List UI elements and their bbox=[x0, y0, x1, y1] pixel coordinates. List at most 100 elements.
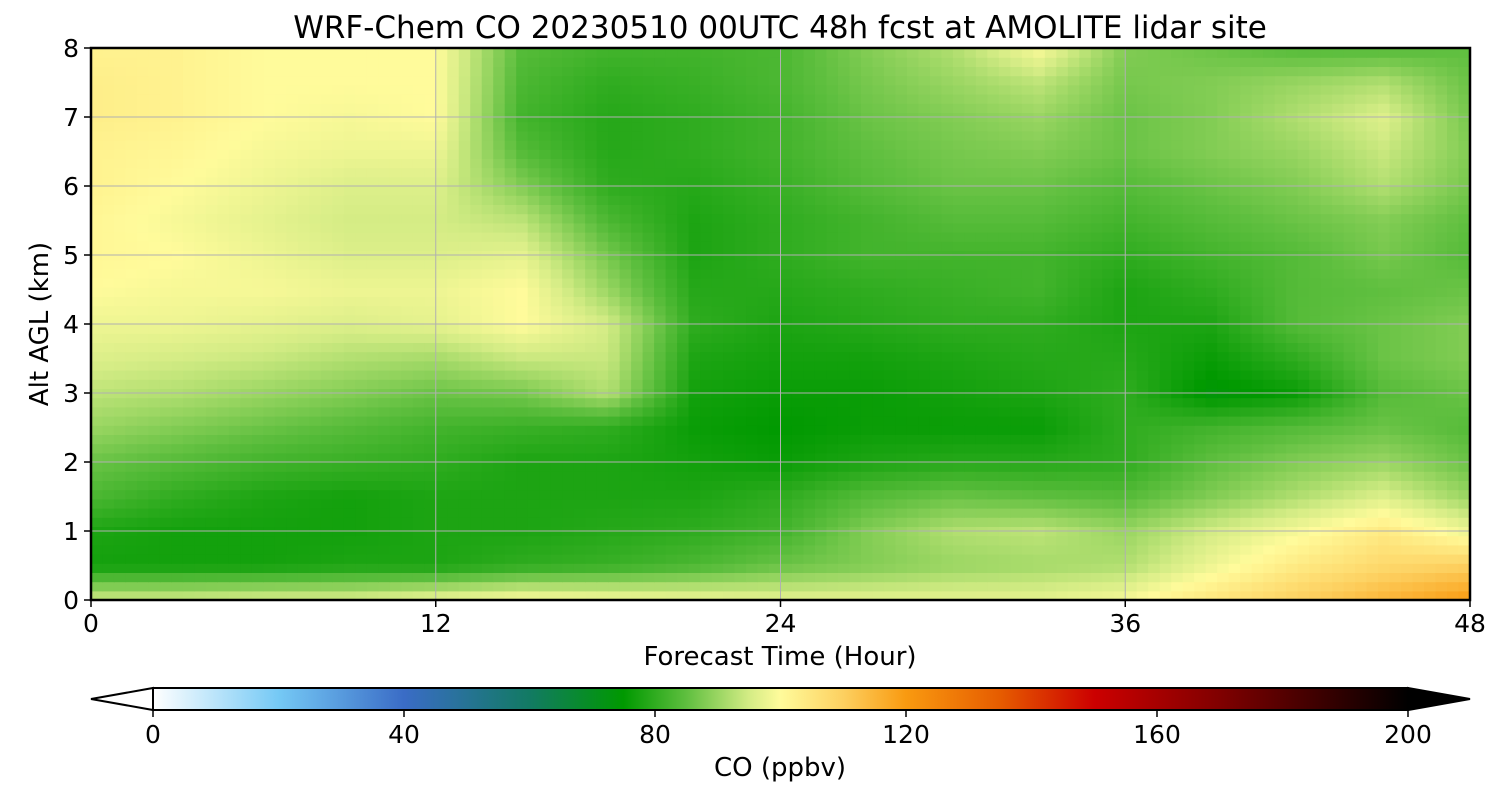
heatmap-cell bbox=[1182, 333, 1195, 343]
heatmap-cell bbox=[1090, 314, 1103, 325]
heatmap-cell bbox=[470, 360, 483, 371]
heatmap-cell bbox=[412, 498, 425, 509]
heatmap-cell bbox=[91, 268, 104, 279]
heatmap-cell bbox=[1320, 287, 1333, 297]
heatmap-cell bbox=[1171, 296, 1184, 307]
heatmap-cell bbox=[929, 489, 942, 500]
heatmap-cell bbox=[1366, 351, 1379, 362]
heatmap-cell bbox=[343, 563, 356, 573]
heatmap-cell bbox=[1263, 370, 1276, 380]
heatmap-cell bbox=[1343, 397, 1356, 408]
heatmap-cell bbox=[1228, 333, 1241, 343]
heatmap-cell bbox=[803, 397, 816, 408]
heatmap-cell bbox=[481, 489, 494, 500]
heatmap-cell bbox=[1102, 554, 1115, 564]
heatmap-cell bbox=[136, 535, 150, 546]
heatmap-cell bbox=[251, 590, 264, 601]
heatmap-cell bbox=[355, 462, 368, 472]
heatmap-cell bbox=[194, 222, 207, 233]
heatmap-cell bbox=[332, 213, 345, 224]
heatmap-cell bbox=[470, 397, 483, 408]
heatmap-cell bbox=[1263, 489, 1276, 500]
heatmap-cell bbox=[1297, 462, 1310, 472]
heatmap-cell bbox=[1205, 351, 1218, 362]
heatmap-cell bbox=[1182, 314, 1195, 325]
heatmap-cell bbox=[343, 287, 356, 297]
heatmap-cell bbox=[424, 416, 437, 426]
heatmap-cell bbox=[1044, 590, 1057, 601]
heatmap-cell bbox=[769, 314, 782, 325]
heatmap-cell bbox=[366, 259, 379, 270]
heatmap-cell bbox=[1113, 379, 1126, 389]
heatmap-cell bbox=[263, 498, 276, 509]
heatmap-cell bbox=[791, 278, 805, 288]
heatmap-cell bbox=[1182, 480, 1195, 491]
heatmap-cell bbox=[1044, 489, 1057, 500]
heatmap-cell bbox=[769, 462, 782, 472]
heatmap-cell bbox=[1320, 554, 1333, 564]
heatmap-cell bbox=[631, 268, 644, 279]
heatmap-cell bbox=[757, 278, 770, 288]
heatmap-cell bbox=[1136, 434, 1149, 445]
heatmap-cell bbox=[1159, 370, 1172, 380]
heatmap-cell bbox=[1378, 434, 1391, 445]
heatmap-cell bbox=[677, 489, 690, 500]
heatmap-cell bbox=[516, 508, 529, 518]
heatmap-cell bbox=[504, 379, 517, 389]
heatmap-cell bbox=[1010, 314, 1023, 325]
heatmap-cell bbox=[1033, 572, 1046, 583]
heatmap-cell bbox=[1274, 425, 1287, 435]
heatmap-cell bbox=[1125, 324, 1138, 334]
heatmap-cell bbox=[1286, 241, 1299, 251]
heatmap-cell bbox=[378, 314, 391, 325]
heatmap-cell bbox=[493, 268, 506, 279]
heatmap-cell bbox=[780, 379, 793, 389]
heatmap-cell bbox=[113, 480, 127, 491]
heatmap-cell bbox=[539, 406, 552, 417]
heatmap-cell bbox=[1217, 379, 1230, 389]
heatmap-cell bbox=[493, 416, 506, 426]
heatmap-cell bbox=[918, 268, 931, 279]
heatmap-cell bbox=[539, 213, 552, 224]
heatmap-cell bbox=[1424, 508, 1437, 518]
heatmap-cell bbox=[562, 333, 575, 343]
heatmap-cell bbox=[424, 222, 437, 233]
heatmap-cell bbox=[424, 379, 437, 389]
heatmap-cell bbox=[182, 287, 196, 297]
heatmap-cell bbox=[929, 268, 942, 279]
heatmap-cell bbox=[700, 287, 713, 297]
heatmap-cell bbox=[148, 379, 161, 389]
heatmap-cell bbox=[1447, 452, 1460, 463]
heatmap-cell bbox=[964, 544, 977, 555]
heatmap-cell bbox=[1297, 379, 1310, 389]
heatmap-cell bbox=[274, 471, 287, 481]
heatmap-cell bbox=[1332, 563, 1345, 573]
heatmap-cell bbox=[585, 360, 598, 371]
heatmap-cell bbox=[711, 554, 724, 564]
heatmap-cell bbox=[274, 287, 287, 297]
heatmap-cell bbox=[906, 268, 919, 279]
heatmap-cell bbox=[562, 443, 575, 454]
heatmap-cell bbox=[746, 572, 759, 583]
heatmap-cell bbox=[1171, 268, 1184, 279]
heatmap-cell bbox=[952, 324, 965, 334]
heatmap-cell bbox=[240, 232, 253, 242]
heatmap-cell bbox=[883, 278, 897, 288]
heatmap-cell bbox=[573, 296, 586, 307]
heatmap-cell bbox=[1205, 581, 1218, 592]
heatmap-cell bbox=[1355, 544, 1368, 555]
heatmap-cell bbox=[516, 324, 529, 334]
heatmap-cell bbox=[297, 544, 310, 555]
heatmap-cell bbox=[1171, 406, 1184, 417]
heatmap-cell bbox=[102, 572, 115, 583]
heatmap-cell bbox=[619, 572, 632, 583]
heatmap-cell bbox=[539, 554, 552, 564]
heatmap-cell bbox=[355, 452, 368, 463]
heatmap-cell bbox=[769, 544, 782, 555]
heatmap-cell bbox=[263, 425, 276, 435]
heatmap-cell bbox=[401, 296, 414, 307]
heatmap-cell bbox=[1378, 535, 1391, 546]
heatmap-cell bbox=[769, 554, 782, 564]
heatmap-cell bbox=[1332, 581, 1345, 592]
heatmap-cell bbox=[1297, 452, 1310, 463]
